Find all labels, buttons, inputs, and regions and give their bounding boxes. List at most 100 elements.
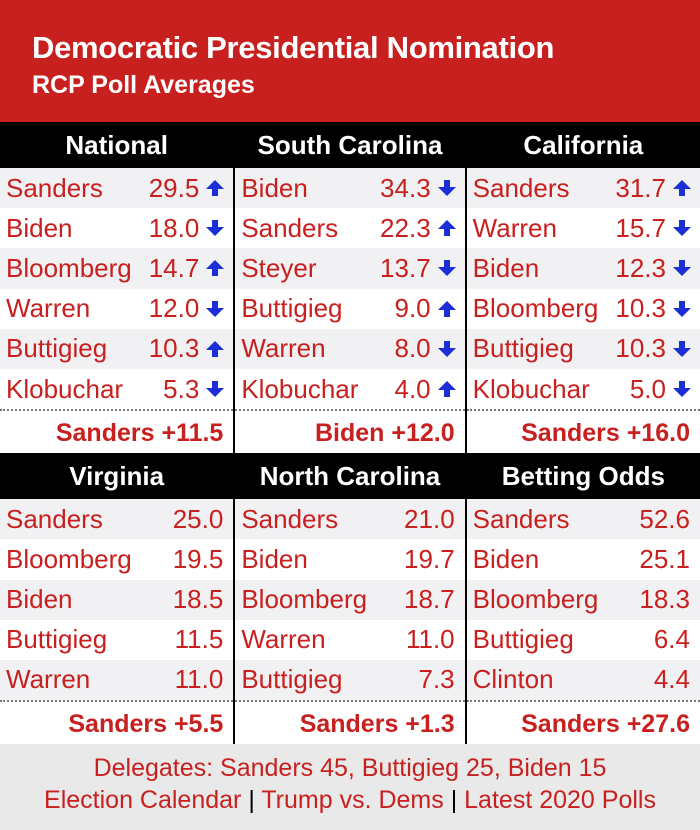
candidate-row: Steyer 13.7 — [235, 248, 465, 289]
candidate-row: Biden 19.7 — [235, 539, 465, 580]
link-election-calendar[interactable]: Election Calendar — [44, 786, 242, 815]
candidate-value: 5.3 — [163, 373, 200, 404]
candidate-value: 8.0 — [394, 333, 431, 364]
candidate-name: Klobuchar — [241, 373, 359, 404]
candidate-value: 25.1 — [639, 543, 690, 574]
candidate-name: Clinton — [472, 664, 554, 695]
panel-title[interactable]: National — [0, 122, 234, 168]
header-banner: Democratic Presidential Nomination RCP P… — [0, 0, 700, 122]
arrow-down-icon — [437, 260, 456, 277]
candidate-value: 18.3 — [639, 584, 690, 615]
candidate-value: 18.5 — [172, 584, 224, 615]
arrow-down-icon — [206, 300, 225, 317]
candidate-row: Warren 11.0 — [235, 619, 465, 660]
panel-title[interactable]: North Carolina — [235, 453, 465, 500]
candidate-name: Buttigieg — [241, 664, 343, 695]
candidate-name: Klobuchar — [6, 373, 124, 404]
arrow-up-icon — [206, 340, 225, 357]
arrow-down-icon — [672, 340, 691, 357]
leader-margin[interactable]: Sanders +27.6 — [466, 700, 700, 745]
candidate-name: Sanders — [6, 172, 103, 203]
candidate-value: 31.7 — [615, 172, 666, 203]
candidate-row: Klobuchar 5.0 — [466, 368, 700, 410]
candidate-row: Klobuchar 4.0 — [235, 368, 465, 410]
candidate-name: Bloomberg — [472, 293, 599, 324]
candidate-row: Biden 25.1 — [466, 539, 700, 580]
arrow-up-icon — [437, 381, 456, 398]
panel-title[interactable]: South Carolina — [235, 122, 465, 168]
candidate-value: 4.0 — [394, 373, 431, 404]
candidate-value: 12.0 — [148, 293, 200, 324]
page-title: Democratic Presidential Nomination — [32, 30, 555, 65]
candidate-name: Biden — [241, 543, 308, 574]
candidate-value: 10.3 — [148, 333, 200, 364]
candidate-list: Sanders 21.0 Biden 19.7 Bloomberg 18.7 Warren 1… — [235, 499, 465, 701]
candidate-list: Sanders 31.7 Warren 15.7 Biden 12.3 Bloomberg 1… — [466, 168, 700, 410]
candidate-row: Sanders 52.6 — [466, 499, 700, 540]
leader-margin[interactable]: Sanders +16.0 — [466, 409, 700, 454]
arrow-down-icon — [206, 381, 225, 398]
footer: Delegates: Sanders 45, Buttigieg 25, Bid… — [0, 744, 700, 830]
panel-title[interactable]: Betting Odds — [466, 453, 700, 500]
leader-margin[interactable]: Sanders +11.5 — [0, 409, 234, 454]
candidate-row: Buttigieg 9.0 — [235, 288, 465, 329]
candidate-row: Sanders 22.3 — [235, 208, 465, 249]
candidate-list: Biden 34.3 Sanders 22.3 Steyer 13.7 Buttigieg 9… — [235, 168, 465, 410]
candidate-value: 11.5 — [174, 624, 224, 655]
page-subtitle: RCP Poll Averages — [32, 71, 255, 99]
candidate-value: 5.0 — [629, 373, 666, 404]
arrow-down-icon — [206, 220, 225, 237]
candidate-row: Buttigieg 6.4 — [466, 619, 700, 660]
candidate-name: Sanders — [472, 172, 570, 203]
candidate-name: Biden — [6, 212, 73, 243]
arrow-up-icon — [437, 220, 456, 237]
candidate-value: 12.3 — [615, 252, 666, 283]
leader-margin[interactable]: Sanders +5.5 — [0, 700, 234, 745]
candidate-row: Bloomberg 10.3 — [466, 288, 700, 329]
candidate-name: Buttigieg — [472, 624, 574, 655]
candidate-row: Warren 8.0 — [235, 328, 465, 369]
leader-margin[interactable]: Biden +12.0 — [235, 409, 465, 454]
link-separator: | — [248, 786, 255, 815]
delegates-text: Delegates: Sanders 45, Buttigieg 25, Bid… — [93, 754, 607, 783]
panel-title[interactable]: California — [466, 122, 700, 168]
candidate-value: 25.0 — [172, 503, 224, 534]
arrow-down-icon — [672, 300, 691, 317]
leader-margin[interactable]: Sanders +1.3 — [235, 700, 465, 745]
candidate-list: Sanders 29.5 Biden 18.0 Bloomberg 14.7 Warren 1… — [0, 168, 234, 410]
candidate-row: Bloomberg 19.5 — [0, 539, 234, 580]
candidate-name: Bloomberg — [6, 543, 132, 574]
candidate-name: Sanders — [241, 503, 339, 534]
poll-panel: South Carolina Biden 34.3 Sanders 22.3 Steyer… — [233, 122, 467, 454]
arrow-down-icon — [437, 180, 456, 197]
candidate-value: 10.3 — [615, 333, 666, 364]
arrow-down-icon — [672, 381, 691, 398]
candidate-value: 10.3 — [615, 293, 666, 324]
candidate-name: Buttigieg — [6, 624, 108, 655]
arrow-up-icon — [437, 300, 456, 317]
candidate-name: Biden — [241, 172, 308, 203]
candidate-value: 22.3 — [380, 212, 431, 243]
candidate-name: Warren — [6, 664, 91, 695]
link-latest-polls[interactable]: Latest 2020 Polls — [464, 786, 656, 815]
arrow-up-icon — [206, 260, 225, 277]
candidate-value: 11.0 — [405, 624, 455, 655]
candidate-name: Warren — [6, 293, 91, 324]
candidate-value: 13.7 — [380, 252, 431, 283]
candidate-row: Sanders 31.7 — [466, 168, 700, 209]
candidate-name: Klobuchar — [472, 373, 590, 404]
candidate-row: Sanders 25.0 — [0, 499, 234, 540]
candidate-row: Bloomberg 14.7 — [0, 248, 234, 289]
candidate-row: Biden 34.3 — [235, 168, 465, 209]
panel-title[interactable]: Virginia — [0, 453, 234, 500]
candidate-value: 4.4 — [653, 664, 690, 695]
candidate-row: Buttigieg 10.3 — [0, 328, 234, 369]
poll-panel: California Sanders 31.7 Warren 15.7 Biden 12.3… — [466, 122, 700, 454]
candidate-row: Biden 12.3 — [466, 248, 700, 289]
candidate-row: Warren 12.0 — [0, 288, 234, 329]
link-trump-vs-dems[interactable]: Trump vs. Dems — [261, 786, 444, 815]
candidate-list: Sanders 52.6 Biden 25.1 Bloomberg 18.3 Buttigi… — [466, 499, 700, 701]
candidate-list: Sanders 25.0 Bloomberg 19.5 Biden 18.5 Buttigi… — [0, 499, 234, 701]
arrow-up-icon — [206, 180, 225, 197]
candidate-row: Bloomberg 18.7 — [235, 579, 465, 620]
